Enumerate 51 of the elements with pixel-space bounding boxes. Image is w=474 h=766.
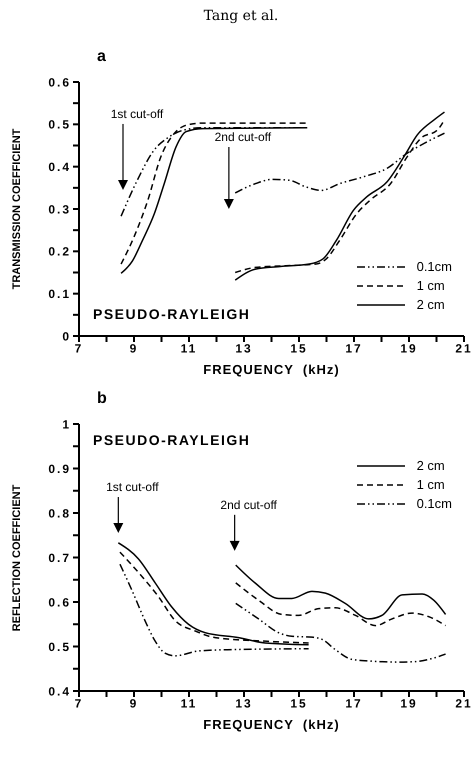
x-tick-label: 17 [345, 342, 363, 356]
annotation: PSEUDO-RAYLEIGH [93, 306, 250, 322]
y-tick-label: 0.5 [48, 118, 71, 132]
annotation: PSEUDO-RAYLEIGH [93, 432, 250, 448]
y-tick-label: 0.4 [48, 160, 71, 174]
y-tick-label: 0.7 [48, 550, 71, 565]
x-tick-label: 21 [455, 696, 473, 711]
y-tick-label: 0.5 [48, 640, 71, 654]
x-tick-label: 11 [180, 696, 198, 711]
line-series [235, 602, 446, 663]
x-axis-title: FREQUENCY (kHz) [202, 362, 341, 377]
y-tick-label: 0 [62, 329, 71, 344]
y-axis-title: TRANSMISSION COEFFICIENT [11, 128, 23, 290]
y-tick-label: 0.6 [48, 595, 71, 610]
chart-title: a [96, 48, 107, 67]
x-tick-label: 21 [455, 342, 473, 356]
x-tick-label: 19 [400, 342, 418, 356]
y-tick-label: 0.6 [48, 75, 71, 90]
x-tick-label: 13 [235, 696, 253, 711]
x-tick-label: 7 [74, 696, 84, 711]
x-tick-label: 15 [290, 696, 308, 711]
legend-label: 1 cm [416, 477, 445, 492]
x-tick-label: 15 [290, 342, 308, 356]
chart-title: b [96, 390, 108, 409]
line-series [119, 563, 310, 657]
annotation: 1st cut-off [106, 480, 160, 494]
y-tick-label: 0.4 [48, 684, 71, 698]
annotation: 2nd cut-off [220, 498, 278, 512]
y-tick-label: 0.8 [48, 506, 71, 520]
x-tick-label: 7 [74, 342, 84, 356]
x-tick-label: 9 [130, 696, 138, 711]
x-tick-label: 19 [400, 696, 418, 711]
x-tick-label: 13 [235, 342, 253, 356]
legend-label: 0.1cm [416, 259, 452, 274]
x-tick-label: 17 [345, 696, 363, 711]
legend-label: 1 cm [416, 278, 445, 293]
legend-label: 2 cm [416, 458, 445, 473]
y-tick-label: 0.3 [48, 202, 71, 216]
x-tick-label: 9 [130, 342, 138, 356]
y-axis-title: REFLECTION COEFFICIENT [11, 484, 23, 631]
x-tick-label: 11 [180, 342, 198, 356]
y-tick-label: 0.2 [48, 244, 71, 259]
y-tick-label: 0.9 [48, 462, 71, 476]
y-tick-label: 0.1 [48, 286, 71, 301]
legend-label: 0.1cm [416, 496, 452, 511]
y-tick-label: 1 [62, 417, 71, 432]
x-axis-title: FREQUENCY (kHz) [202, 717, 341, 732]
annotation: 2nd cut-off [214, 130, 272, 144]
annotation: 1st cut-off [110, 106, 164, 121]
text: Tang et al. [202, 8, 280, 26]
legend-label: 2 cm [416, 297, 445, 312]
